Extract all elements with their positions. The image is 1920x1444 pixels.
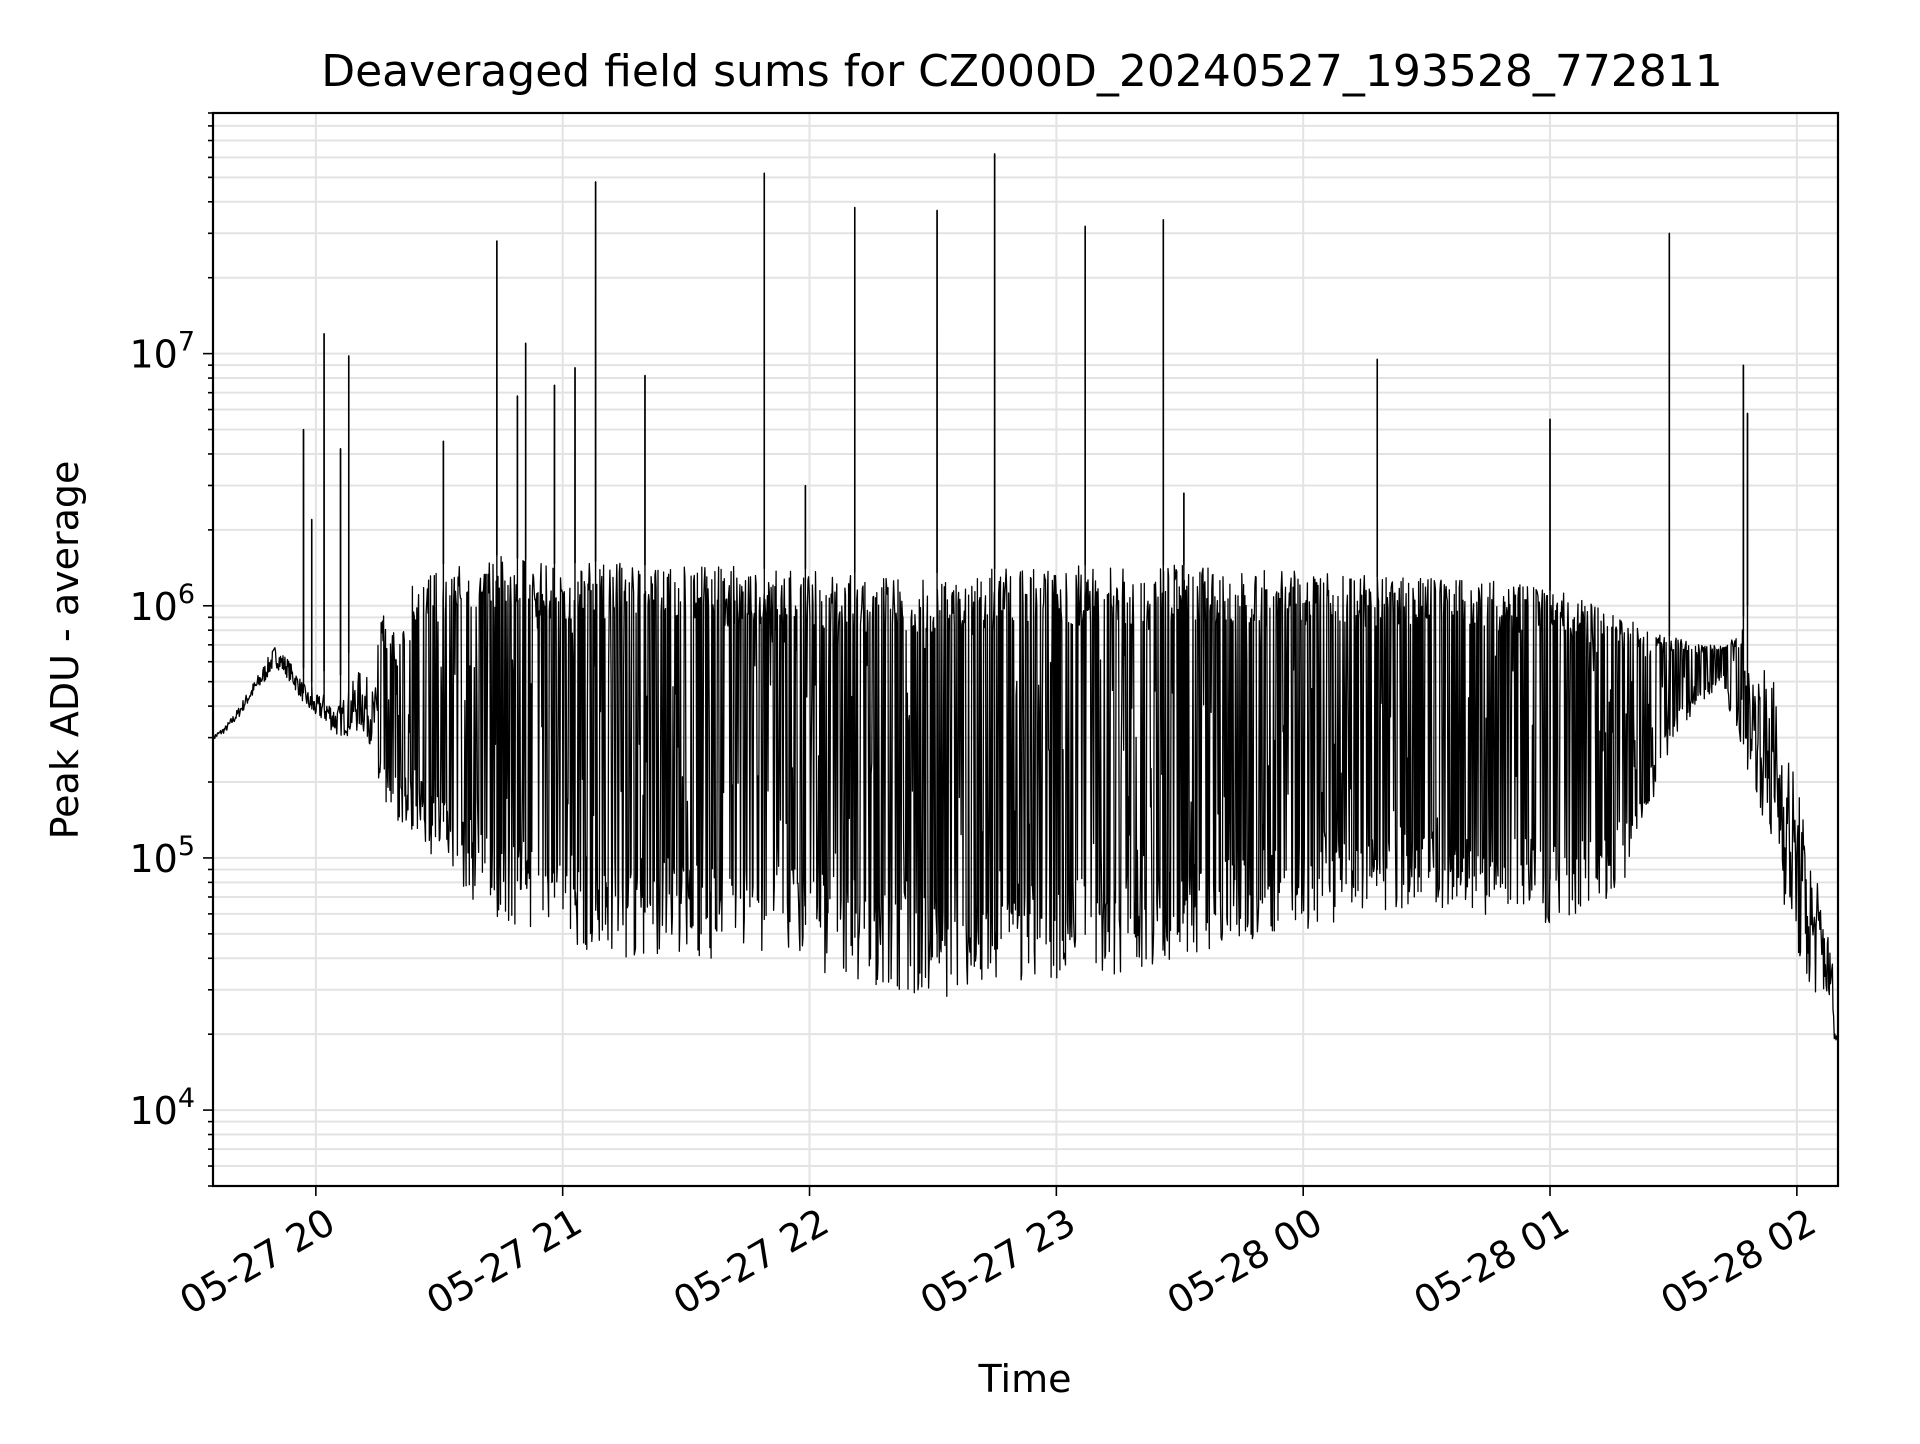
y-tick-label: 104 xyxy=(129,1083,195,1133)
y-tick-label: 107 xyxy=(129,327,195,377)
series-line xyxy=(212,153,1839,1042)
axes-frame xyxy=(211,111,1840,1188)
chart-title: Deaveraged field sums for CZ000D_2024052… xyxy=(321,46,1723,97)
x-axis-label: Time xyxy=(978,1357,1072,1401)
y-axis-label: Peak ADU - average xyxy=(43,461,87,840)
y-tick-label: 106 xyxy=(129,579,195,629)
line-layer xyxy=(212,153,1839,1042)
y-tick-label: 105 xyxy=(129,831,195,881)
